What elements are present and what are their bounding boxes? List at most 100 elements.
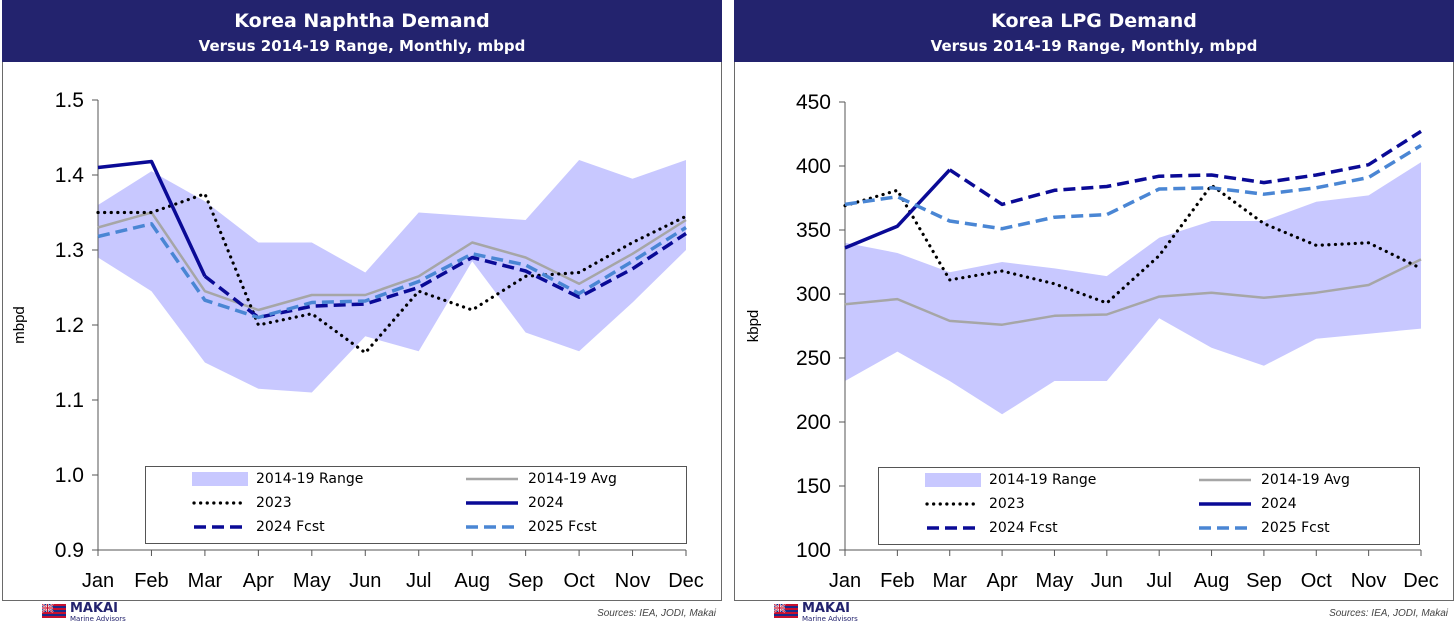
x-tick-label: Jan bbox=[82, 570, 114, 592]
chart-title-banner: Korea LPG Demand Versus 2014-19 Range, M… bbox=[734, 0, 1454, 62]
series-line-fcst2024 bbox=[948, 129, 1422, 207]
y-tick-label: 1.5 bbox=[55, 89, 84, 112]
y-tick-label: 200 bbox=[796, 411, 831, 434]
legend-swatch bbox=[466, 501, 518, 505]
x-tick-label: Aug bbox=[1194, 570, 1230, 592]
legend-swatch bbox=[1199, 526, 1251, 530]
x-tick-label: Sep bbox=[508, 570, 544, 592]
y-tick-label: 450 bbox=[796, 91, 831, 114]
y-axis-label: mbpd bbox=[11, 306, 28, 344]
x-tick-label: Dec bbox=[668, 570, 704, 592]
legend-label: 2023 bbox=[989, 496, 1025, 512]
logo-subtitle: Marine Advisors bbox=[70, 615, 126, 623]
hawaii-flag-icon bbox=[42, 604, 66, 620]
legend-swatch bbox=[466, 525, 518, 529]
y-tick-label: 1.2 bbox=[55, 314, 84, 337]
chart-frame bbox=[734, 62, 1454, 601]
x-tick-label: Apr bbox=[243, 570, 274, 592]
series-line-y2024 bbox=[97, 159, 207, 278]
legend-label: 2023 bbox=[256, 495, 292, 511]
x-tick-label: Nov bbox=[615, 570, 651, 592]
series-line-fcst2024 bbox=[203, 232, 687, 320]
range-band bbox=[845, 162, 1421, 415]
x-tick-label: Jun bbox=[349, 570, 381, 592]
series-line-fcst2025 bbox=[97, 222, 687, 320]
chart-subtitle: Versus 2014-19 Range, Monthly, mbpd bbox=[930, 37, 1258, 55]
y-tick-label: 1.3 bbox=[55, 239, 84, 262]
source-note: Sources: IEA, JODI, Makai bbox=[597, 608, 716, 619]
legend-swatch bbox=[466, 477, 518, 481]
makai-logo: MAKAI Marine Advisors bbox=[774, 602, 914, 624]
legend-label: 2014-19 Avg bbox=[1261, 472, 1350, 488]
lpg-panel: Korea LPG Demand Versus 2014-19 Range, M… bbox=[734, 0, 1454, 626]
y-tick-label: 250 bbox=[796, 347, 831, 370]
lpg-chart: 100 150 200 250 300 350 400 450 Jan Feb Mar Apr May J… bbox=[745, 91, 1439, 592]
legend-label: 2014-19 Range bbox=[989, 472, 1097, 488]
chart-subtitle: Versus 2014-19 Range, Monthly, mbpd bbox=[198, 37, 526, 55]
x-tick-label: Oct bbox=[564, 570, 596, 592]
source-note: Sources: IEA, JODI, Makai bbox=[1329, 608, 1448, 619]
y-axis-label: kbpd bbox=[745, 310, 762, 343]
legend-label: 2014-19 Range bbox=[256, 471, 364, 487]
x-tick-label: May bbox=[293, 570, 331, 592]
chart-legend: 2014-19 Range 2014-19 Avg 2023 2024 2024 Fcs… bbox=[878, 467, 1420, 545]
x-tick-label: May bbox=[1036, 570, 1074, 592]
y-tick-label: 150 bbox=[796, 475, 831, 498]
series-line-y2023 bbox=[843, 183, 1423, 305]
y-tick-label: 1.4 bbox=[55, 164, 85, 187]
x-tick-label: Jan bbox=[829, 570, 861, 592]
legend-label: 2024 bbox=[1261, 496, 1297, 512]
chart-legend: 2014-19 Range 2014-19 Avg 2023 2024 2024 Fcs… bbox=[145, 466, 687, 544]
y-tick-label: 400 bbox=[796, 155, 831, 178]
legend-swatch bbox=[925, 502, 981, 506]
legend-swatch bbox=[192, 501, 248, 505]
legend-swatch bbox=[1199, 502, 1251, 506]
legend-swatch bbox=[192, 472, 248, 486]
legend-swatch bbox=[194, 525, 246, 529]
x-tick-label: Feb bbox=[134, 570, 168, 592]
x-tick-label: Jul bbox=[406, 570, 432, 592]
series-line-avg bbox=[844, 258, 1422, 326]
y-tick-label: 300 bbox=[796, 283, 831, 306]
x-tick-label: Oct bbox=[1301, 570, 1333, 592]
logo-subtitle: Marine Advisors bbox=[802, 615, 858, 623]
legend-label: 2024 Fcst bbox=[256, 519, 325, 535]
x-tick-label: Sep bbox=[1246, 570, 1282, 592]
x-tick-label: Mar bbox=[188, 570, 223, 592]
y-tick-label: 100 bbox=[796, 539, 831, 562]
x-tick-label: Nov bbox=[1351, 570, 1387, 592]
chart-title: Korea LPG Demand bbox=[991, 10, 1197, 32]
range-band bbox=[98, 160, 686, 393]
y-tick-label: 1.1 bbox=[55, 389, 84, 412]
legend-label: 2024 bbox=[528, 495, 564, 511]
legend-label: 2014-19 Avg bbox=[528, 471, 617, 487]
chart-frame bbox=[2, 62, 722, 601]
legend-label: 2025 Fcst bbox=[528, 519, 597, 535]
series-line-avg bbox=[97, 211, 687, 312]
chart-title-banner: Korea Naphtha Demand Versus 2014-19 Rang… bbox=[2, 0, 722, 62]
x-tick-label: Mar bbox=[933, 570, 968, 592]
x-tick-label: Aug bbox=[454, 570, 490, 592]
x-tick-label: Jul bbox=[1146, 570, 1172, 592]
hawaii-flag-icon bbox=[774, 604, 798, 620]
y-tick-label: 0.9 bbox=[55, 539, 84, 562]
legend-swatch bbox=[1199, 478, 1251, 482]
logo-name: MAKAI bbox=[70, 601, 118, 616]
legend-swatch bbox=[925, 473, 981, 487]
y-tick-label: 1.0 bbox=[55, 464, 84, 487]
x-tick-label: Dec bbox=[1403, 570, 1439, 592]
naphtha-chart: 0.9 1.0 1.1 1.2 1.3 1.4 1.5 Jan Feb Mar Apr May Jun J… bbox=[11, 89, 704, 592]
makai-logo: MAKAI Marine Advisors bbox=[42, 602, 182, 624]
logo-name: MAKAI bbox=[802, 601, 850, 616]
legend-label: 2024 Fcst bbox=[989, 520, 1058, 536]
chart-title: Korea Naphtha Demand bbox=[234, 10, 490, 32]
legend-swatch bbox=[927, 526, 979, 530]
naphtha-panel: Korea Naphtha Demand Versus 2014-19 Rang… bbox=[2, 0, 722, 626]
series-line-y2023 bbox=[96, 192, 688, 355]
x-tick-label: Apr bbox=[987, 570, 1018, 592]
x-tick-label: Jun bbox=[1091, 570, 1123, 592]
legend-label: 2025 Fcst bbox=[1261, 520, 1330, 536]
x-tick-label: Feb bbox=[880, 570, 914, 592]
y-tick-label: 350 bbox=[796, 219, 831, 242]
series-line-y2024 bbox=[844, 168, 951, 250]
